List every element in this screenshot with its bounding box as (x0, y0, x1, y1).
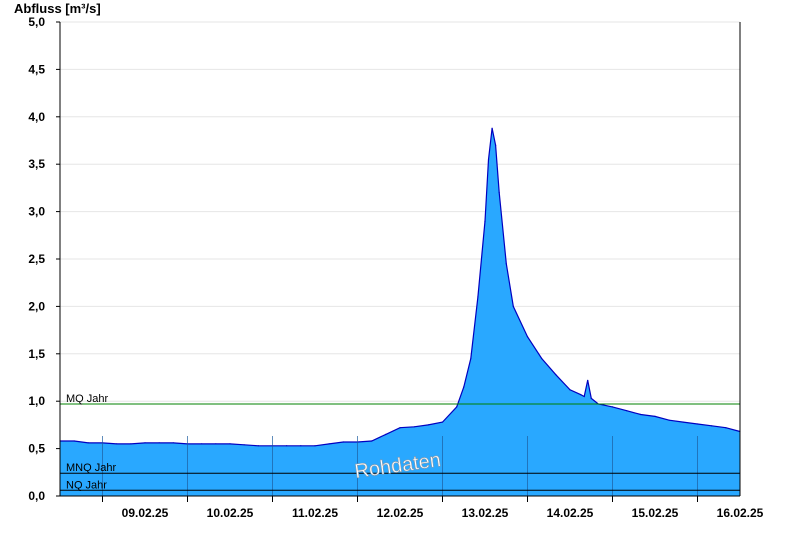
data-point (505, 263, 507, 265)
data-point (491, 127, 493, 129)
y-tick-label: 3,0 (28, 205, 45, 219)
reference-line-label: MQ Jahr (66, 393, 109, 405)
data-point (569, 389, 571, 391)
data-point (385, 433, 387, 435)
discharge-line (60, 128, 741, 447)
data-point (640, 413, 642, 416)
data-point (130, 443, 132, 445)
data-point (498, 192, 500, 194)
data-point (463, 386, 465, 388)
data-point (487, 158, 490, 161)
x-tick-label: 16.02.25 (717, 506, 764, 520)
data-point (158, 442, 160, 444)
data-point (682, 421, 684, 423)
data-point (512, 305, 514, 307)
data-point (626, 410, 628, 412)
data-point (399, 427, 401, 429)
y-tick-label: 5,0 (28, 15, 45, 29)
data-point (328, 443, 330, 445)
reference-line-label: NQ Jahr (66, 479, 107, 491)
x-tick-label: 10.02.25 (207, 506, 254, 520)
data-point (495, 144, 497, 146)
data-point (456, 406, 458, 408)
y-tick-label: 4,0 (28, 110, 45, 124)
data-point (484, 220, 486, 222)
data-point (257, 445, 259, 447)
x-tick-label: 15.02.25 (632, 506, 679, 520)
data-point (413, 426, 415, 428)
data-point (172, 442, 174, 444)
data-point (590, 397, 592, 399)
data-point (696, 423, 699, 425)
data-point (229, 443, 231, 445)
data-point (87, 442, 89, 444)
x-tick-label: 09.02.25 (122, 506, 169, 520)
x-tick-label: 12.02.25 (377, 506, 424, 520)
data-point (470, 357, 472, 360)
data-point (116, 443, 118, 445)
discharge-area (60, 128, 740, 496)
data-point (201, 443, 203, 445)
y-tick-label: 0,5 (28, 442, 45, 456)
data-point (668, 419, 670, 421)
data-point (342, 441, 344, 443)
data-point (587, 379, 589, 381)
y-tick-label: 2,5 (28, 252, 45, 266)
y-axis-label: Abfluss [m³/s] (14, 1, 101, 16)
data-point (441, 421, 444, 423)
y-tick-label: 2,0 (28, 299, 45, 313)
data-point (73, 440, 75, 442)
x-tick-label: 13.02.25 (462, 506, 509, 520)
data-point (144, 442, 146, 444)
data-point (583, 395, 585, 398)
y-tick-label: 4,5 (28, 62, 45, 76)
x-tick-label: 14.02.25 (547, 506, 594, 520)
data-point (711, 425, 713, 427)
data-point (580, 393, 582, 396)
data-point (477, 296, 479, 298)
data-point (300, 445, 302, 447)
data-point (526, 336, 529, 338)
data-point (427, 424, 429, 426)
data-point (371, 440, 373, 442)
data-point (286, 445, 288, 447)
data-point (541, 357, 543, 360)
x-tick-label: 11.02.25 (292, 506, 338, 520)
data-point (243, 444, 245, 446)
reference-line-label: MNQ Jahr (66, 462, 116, 474)
data-point (654, 415, 656, 417)
y-tick-label: 1,0 (28, 394, 45, 408)
data-point (611, 406, 614, 408)
data-point (725, 427, 727, 429)
data-point (555, 374, 557, 376)
y-tick-label: 1,5 (28, 347, 45, 361)
data-point (314, 445, 316, 447)
y-tick-label: 0,0 (28, 489, 45, 503)
data-point (215, 443, 217, 445)
y-tick-label: 3,5 (28, 157, 45, 171)
